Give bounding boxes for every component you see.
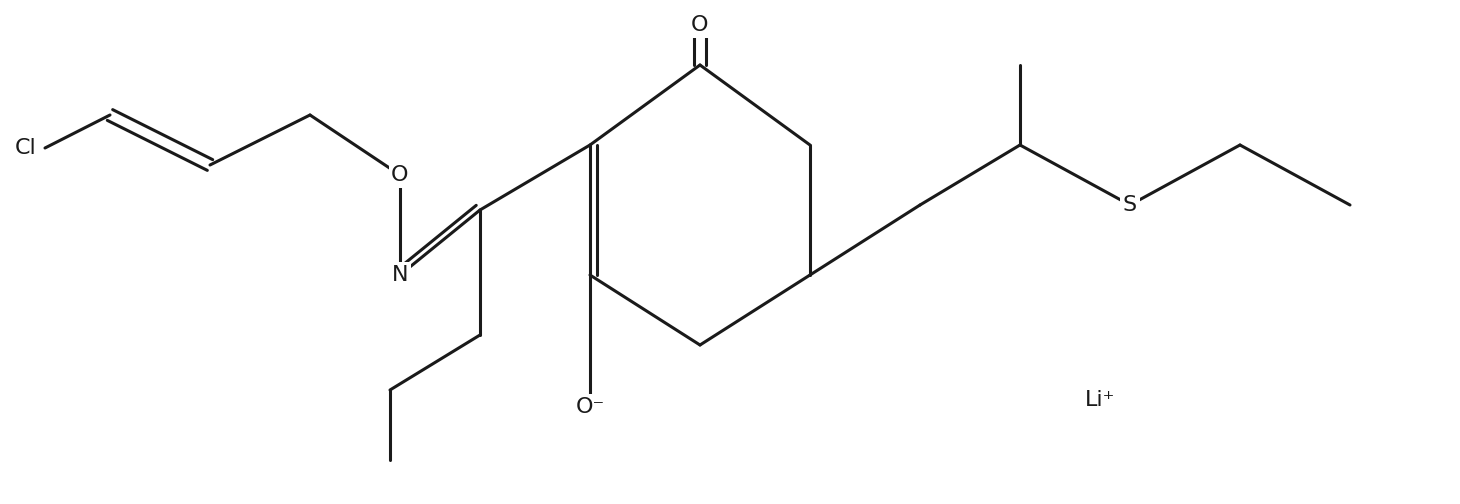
Text: O⁻: O⁻ xyxy=(575,397,604,417)
Text: N: N xyxy=(391,265,409,285)
Text: O: O xyxy=(391,165,409,185)
Text: Li⁺: Li⁺ xyxy=(1085,390,1115,410)
Text: O: O xyxy=(691,15,708,35)
Text: Cl: Cl xyxy=(15,138,36,158)
Text: S: S xyxy=(1123,195,1137,215)
